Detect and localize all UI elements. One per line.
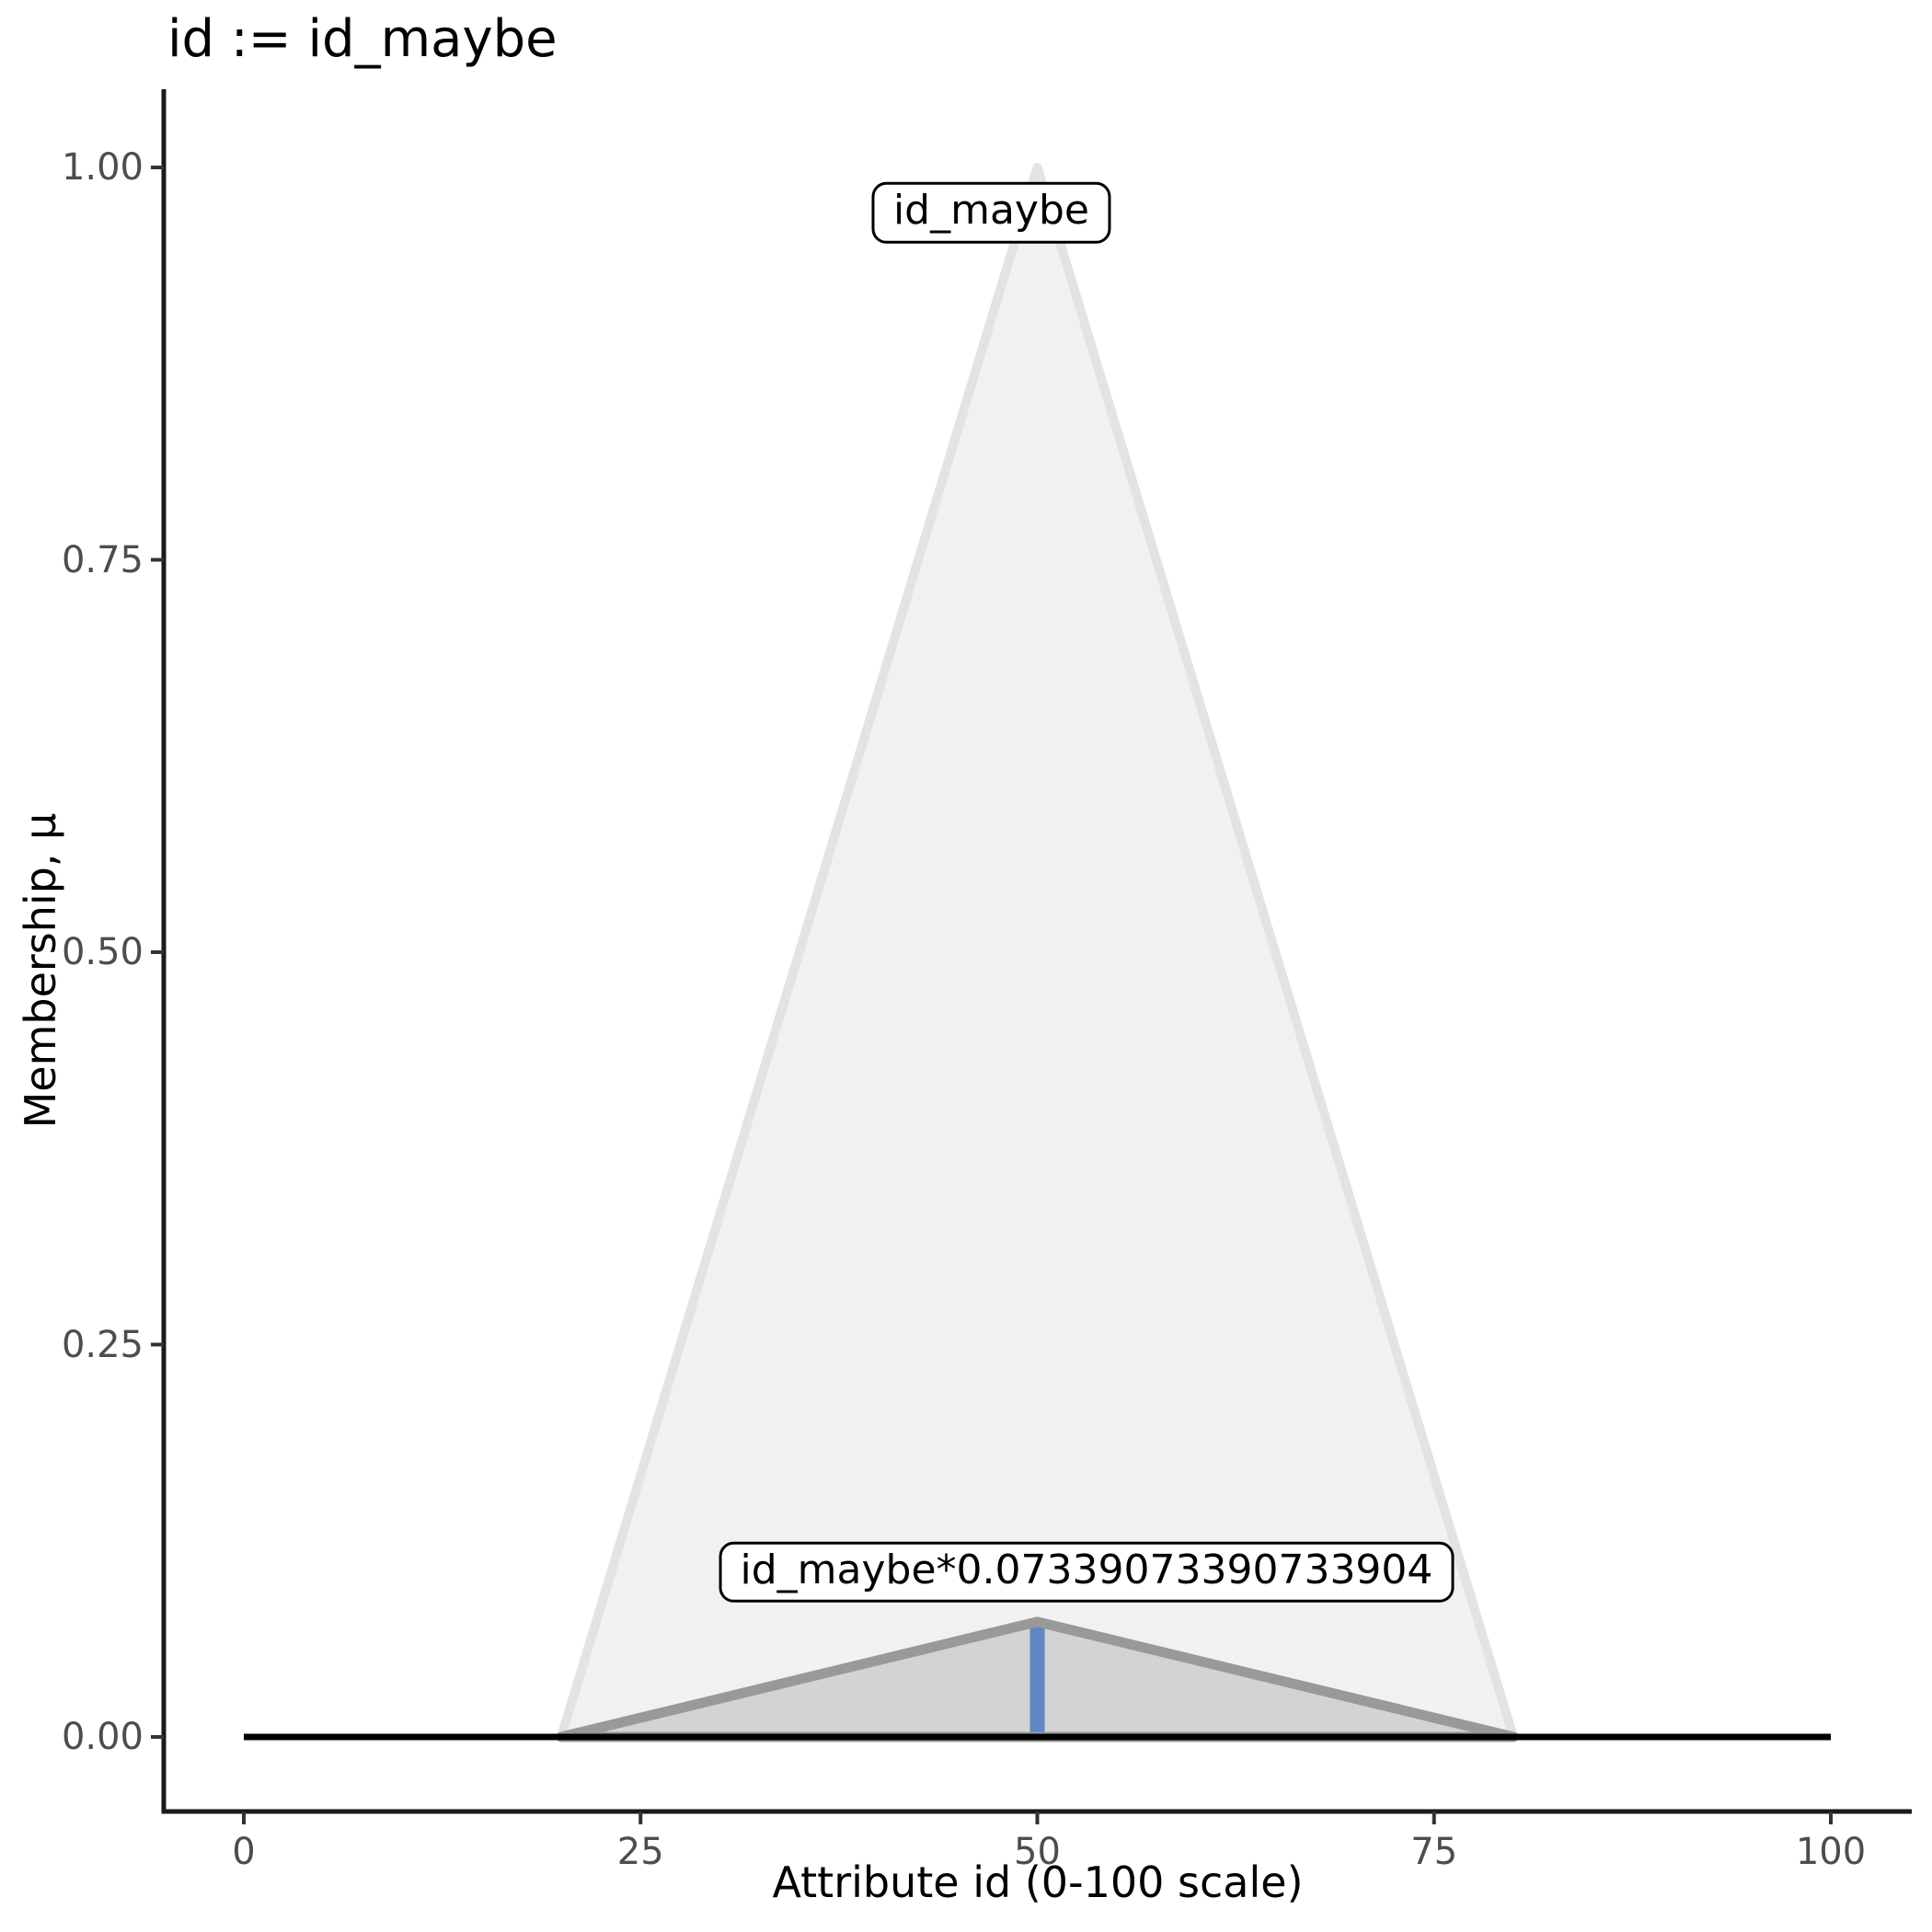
- y-tick-label: 0.00: [61, 1716, 144, 1758]
- y-tick-label: 0.50: [61, 931, 144, 973]
- axis-lines: [161, 89, 1912, 1814]
- chart-title: id := id_maybe: [167, 9, 558, 69]
- x-tick-label: 25: [616, 1831, 664, 1873]
- x-tick-label: 0: [232, 1831, 256, 1873]
- y-tick-label: 0.25: [61, 1323, 144, 1366]
- x-tick-label: 75: [1410, 1831, 1458, 1873]
- x-tick-label: 50: [1014, 1831, 1061, 1873]
- y-axis-title: Membership, μ: [16, 812, 65, 1129]
- x-tick-label: 100: [1795, 1831, 1867, 1873]
- y-tick-label: 0.75: [61, 538, 144, 581]
- series-id_maybe: [557, 163, 1518, 1742]
- annotation-label-box: id_maybe: [871, 182, 1110, 244]
- y-tick-label: 1.00: [61, 146, 144, 189]
- x-axis-title: Attribute id (0-100 scale): [772, 1857, 1304, 1907]
- annotation-label-box: id_maybe*0.07339073390733904: [719, 1541, 1455, 1604]
